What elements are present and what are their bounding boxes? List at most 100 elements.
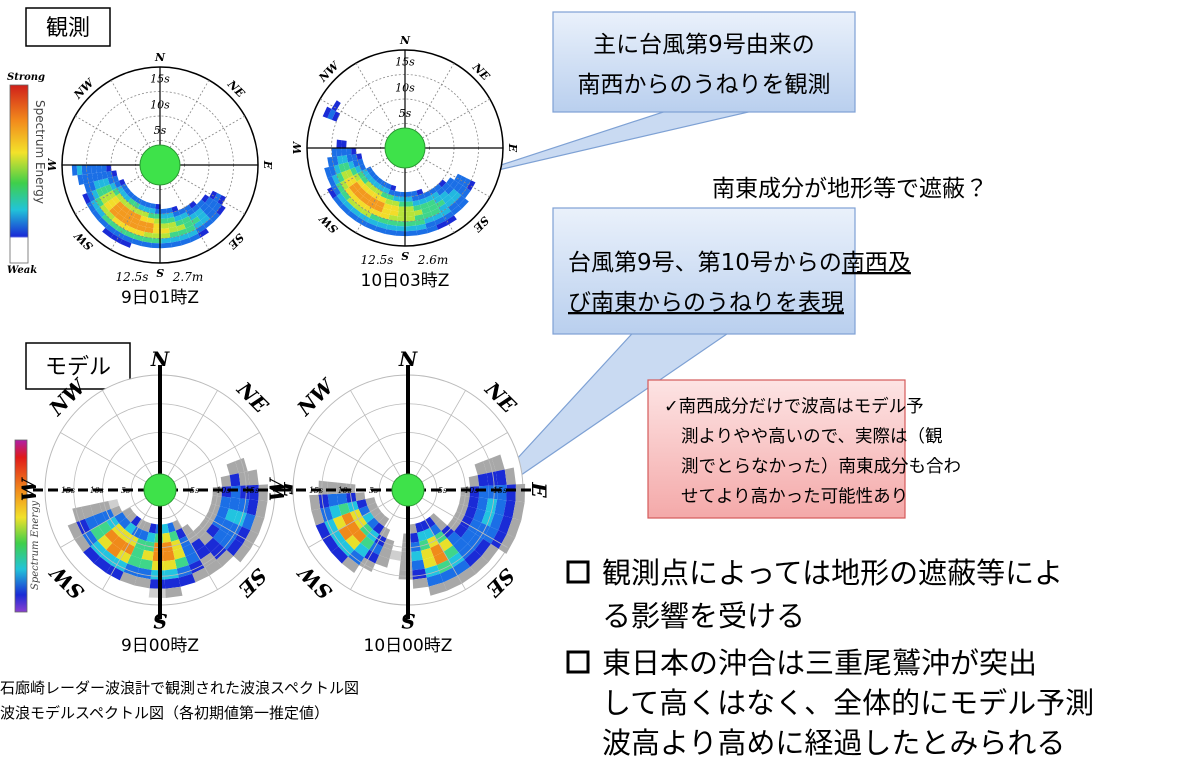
spectrum-cell — [361, 168, 369, 177]
spectrum-cell — [177, 228, 188, 236]
spectrum-cell — [415, 522, 424, 533]
spectrum-cell — [333, 164, 341, 175]
note-line: ✓南西成分だけで波高はモデル予 — [664, 396, 924, 417]
spectrum-cell — [376, 200, 385, 208]
center-disk — [384, 127, 426, 169]
spectrum-cell — [445, 185, 454, 195]
spectrum-cell — [448, 201, 459, 212]
spectrum-cell — [82, 193, 91, 205]
spectrum-cell — [467, 496, 479, 509]
spectrum-cell — [129, 205, 138, 214]
period-label: 10s — [395, 81, 415, 94]
spectrum-cell — [378, 546, 392, 559]
spectrum-cell — [405, 191, 412, 197]
plot-caption: 10日00時Z — [364, 636, 453, 656]
spectrum-cell — [433, 183, 442, 192]
spectrum-cell — [423, 527, 435, 540]
spectrum-cell — [427, 199, 436, 208]
spectrum-cell — [430, 207, 441, 217]
spectrum-cell — [108, 190, 116, 199]
spectrum-cell — [192, 567, 210, 583]
spectrum-cell — [209, 190, 218, 200]
spectrum-cell — [225, 508, 238, 523]
spectrum-cell — [332, 515, 347, 531]
spectrum-cell — [412, 568, 427, 580]
spectrum-cell — [345, 169, 354, 178]
spectrum-cell — [166, 207, 173, 214]
spectrum-cell — [450, 180, 459, 189]
spectrum-cell — [364, 549, 379, 564]
spectrum-cell — [412, 577, 429, 589]
spectrum-cell — [406, 206, 414, 212]
spectrum-cell — [346, 154, 353, 163]
spectrum-cell — [369, 184, 378, 193]
spectrum-cell — [477, 473, 489, 487]
spectrum-cell — [376, 221, 388, 230]
spectrum-cell — [162, 532, 171, 543]
spectrum-cell — [324, 166, 332, 178]
spectrum-cell — [116, 201, 125, 210]
spectrum-cell — [490, 530, 507, 549]
spectrum-cell — [166, 212, 174, 219]
spectrum-cell — [121, 183, 128, 191]
spectrum-cell — [367, 217, 379, 227]
spectrum-cell — [119, 239, 132, 248]
spectrum-cell — [90, 502, 103, 516]
spectrum-cell — [336, 172, 345, 183]
spectrum-cell — [462, 178, 472, 189]
spectrum-cell — [180, 212, 189, 220]
spectrum-cell — [127, 555, 142, 568]
spectrum-cell — [146, 217, 155, 224]
spectrum-cell — [230, 485, 241, 499]
spectrum-cell — [91, 209, 102, 221]
spoke — [102, 489, 161, 590]
spectrum-cell — [421, 207, 431, 215]
period-label: 10s — [150, 98, 170, 111]
spectrum-cell — [331, 111, 341, 122]
spectrum-cell — [112, 188, 120, 196]
spectrum-cell — [406, 215, 416, 222]
spectrum-cell — [506, 484, 516, 502]
spectrum-cell — [481, 543, 499, 563]
spectrum-cell — [360, 176, 369, 185]
text-underlined: び南東からのうねりを表現 — [568, 290, 844, 316]
spectrum-cell — [84, 515, 99, 531]
spectrum-cell — [108, 220, 119, 230]
spectrum-cell — [351, 148, 357, 155]
spectrum-cell — [327, 156, 334, 167]
spectrum-cell — [241, 513, 256, 531]
spectrum-cell — [445, 198, 456, 208]
spoke — [159, 489, 260, 548]
spectrum-cell — [90, 199, 100, 210]
spectrum-cell — [106, 165, 112, 172]
spectrum-cell — [86, 201, 96, 213]
spectrum-cell — [165, 586, 183, 598]
spectrum-cell — [347, 210, 359, 222]
spectrum-cell — [123, 194, 132, 202]
spectrum-cell — [364, 222, 377, 231]
spectrum-cell — [110, 505, 123, 517]
spectrum-cell — [440, 567, 458, 583]
spectrum-cell — [398, 570, 413, 580]
period-label: 5s — [399, 107, 412, 120]
spectrum-cell — [354, 190, 364, 200]
spectrum-cell — [141, 241, 152, 248]
spectrum-cell — [346, 148, 352, 156]
direction-label: N — [399, 34, 411, 47]
spectrum-cell — [362, 511, 375, 524]
spectrum-cell — [454, 523, 468, 538]
spectrum-cell — [366, 188, 375, 197]
spectrum-cell — [91, 189, 100, 200]
spectrum-cell — [180, 237, 192, 246]
spectrum-cell — [121, 542, 135, 556]
note-line: せてより高かった可能性あり — [681, 487, 908, 507]
spoke — [350, 489, 409, 590]
spectrum-cell — [368, 170, 376, 178]
spectrum-cell — [374, 226, 387, 234]
spectrum-cell — [175, 527, 187, 540]
spoke — [407, 432, 508, 491]
spectrum-cell — [410, 532, 419, 543]
spectrum-cell — [406, 230, 418, 237]
spectrum-cell — [216, 506, 229, 520]
colorbar-weak: Weak — [7, 265, 37, 276]
